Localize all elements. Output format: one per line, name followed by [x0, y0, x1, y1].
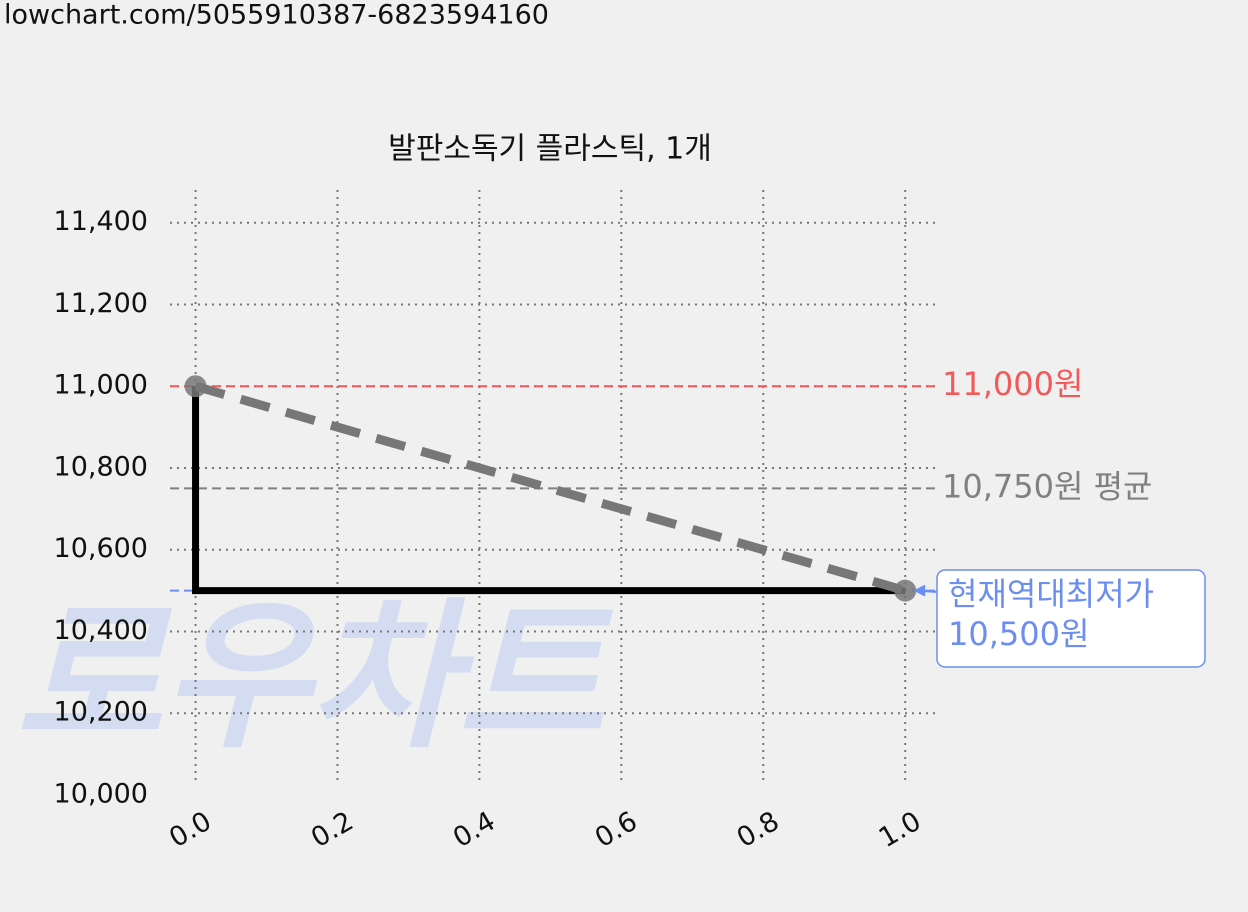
annotation-box: [936, 569, 1206, 668]
x-tick-label: 0.0: [164, 806, 217, 854]
annotation-text: 현재역대최저가: [948, 575, 1154, 613]
y-tick-label: 11,400: [54, 206, 148, 237]
reference-label: 11,000원: [942, 365, 1083, 403]
watermark: 로우차트: [16, 583, 614, 770]
x-tick-label: 0.8: [732, 806, 785, 854]
point: [184, 375, 207, 398]
y-tick-label: 10,800: [54, 451, 148, 482]
url: lowchart.com/5055910387-6823594160: [4, 0, 549, 31]
reference-label: 10,750원 평균: [942, 467, 1152, 505]
y-tick-label: 10,600: [54, 533, 148, 564]
y-tick-label: 10,400: [54, 615, 148, 646]
x-tick-label: 0.4: [448, 806, 501, 854]
y-tick-label: 10,200: [54, 697, 148, 728]
series-line: [194, 381, 907, 595]
point: [894, 579, 917, 602]
annotation-text: 10,500원: [948, 615, 1089, 653]
y-tick-label: 11,200: [54, 288, 148, 319]
y-tick-label: 10,000: [54, 779, 148, 810]
x-tick-label: 1.0: [874, 806, 927, 854]
x-tick-label: 0.2: [306, 806, 359, 854]
x-tick-label: 0.6: [590, 806, 643, 854]
y-tick-label: 11,000: [54, 370, 148, 401]
series-line: [192, 386, 906, 595]
annotation-arrowhead: [913, 584, 926, 597]
chart-title: 발판소독기 플라스틱, 1개: [388, 132, 712, 167]
